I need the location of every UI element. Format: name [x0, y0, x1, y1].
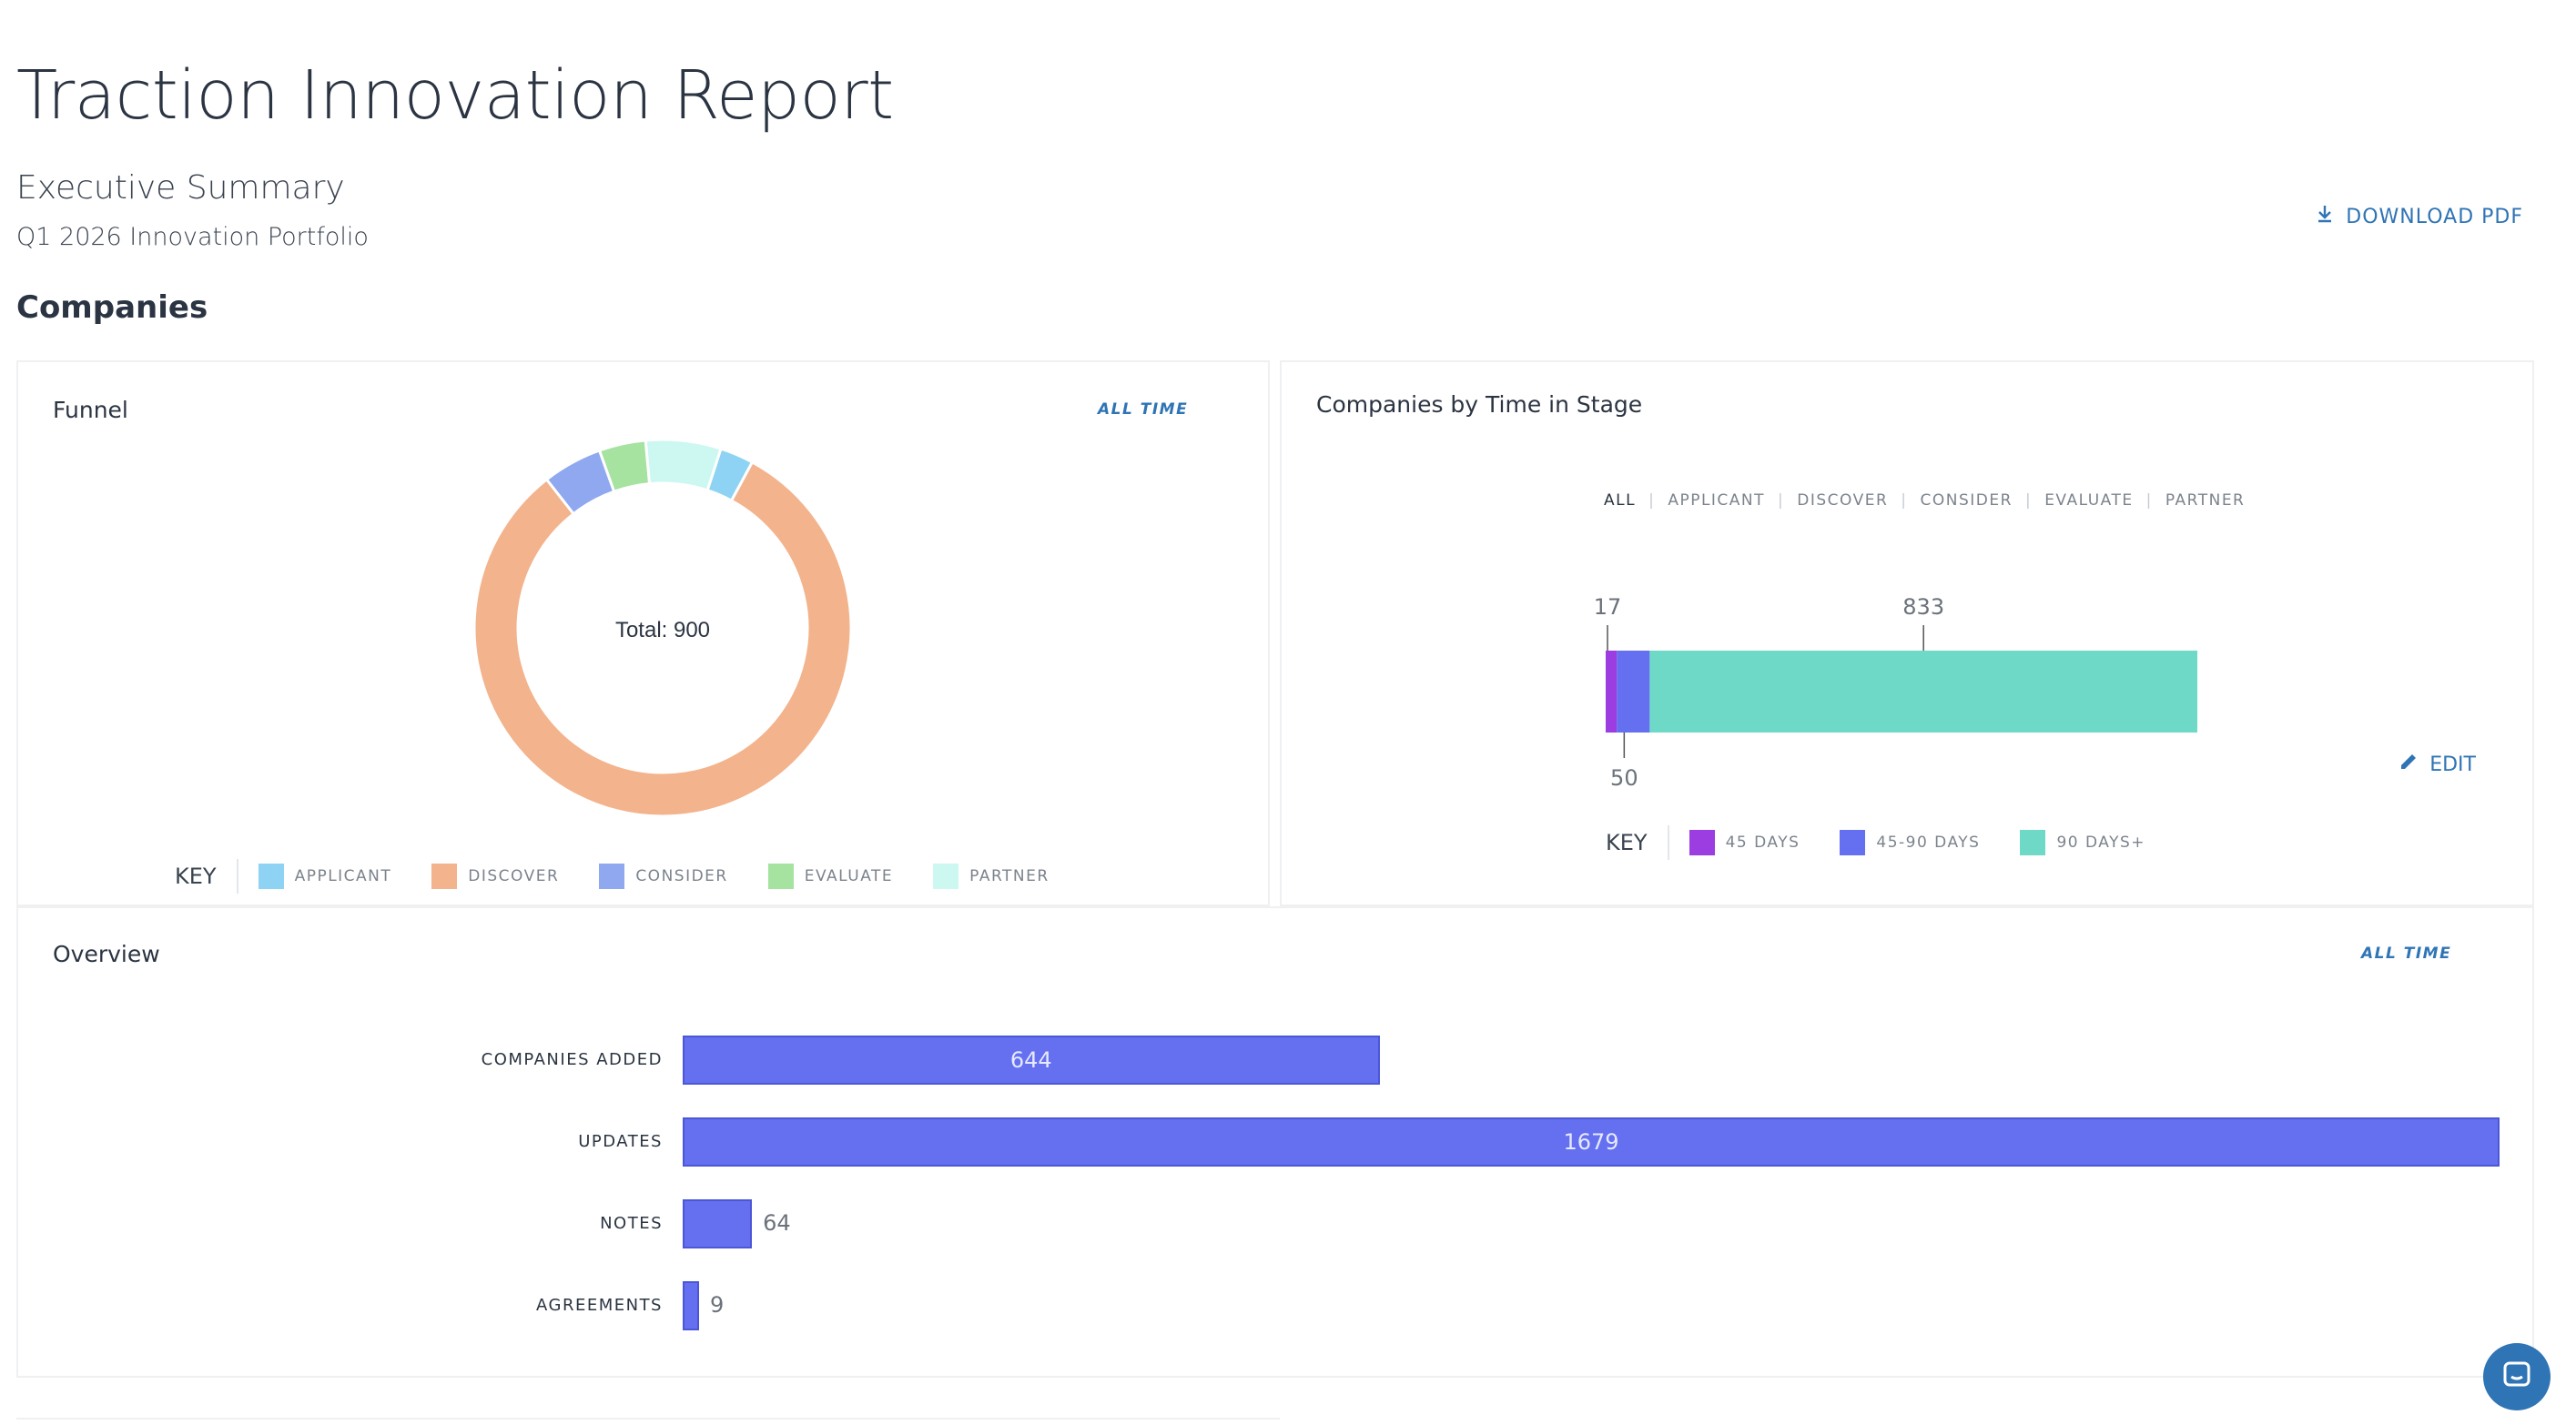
donut-slice-partner [644, 438, 723, 492]
legend-item-consider: CONSIDER [599, 864, 727, 889]
overview-title: Overview [53, 941, 160, 967]
overview-bar-value: 9 [710, 1292, 725, 1318]
legend-item-partner: PARTNER [933, 864, 1050, 889]
time-in-stage-chart: 17 50 833 [1594, 594, 2197, 791]
time-in-stage-legend: KEY 45 DAYS 45-90 DAYS 90 DAYS+ [1606, 825, 2186, 860]
filter-tab-partner[interactable]: PARTNER [2165, 491, 2246, 510]
chat-icon [2501, 1359, 2532, 1394]
funnel-donut-chart: Total: 900 [472, 438, 853, 818]
key-divider [236, 859, 238, 894]
filter-divider: | [1778, 491, 1785, 510]
edit-label: EDIT [2429, 753, 2476, 776]
legend-item-45-days: 45 DAYS [1689, 830, 1800, 855]
overview-bar-label: UPDATES [578, 1132, 663, 1151]
legend-item-90-days-plus: 90 DAYS+ [2020, 830, 2145, 855]
filter-tab-applicant[interactable]: APPLICANT [1668, 491, 1766, 510]
funnel-key-label: KEY [175, 864, 217, 889]
stage-bar-segment-3 [1649, 651, 2197, 733]
filter-divider: | [2145, 491, 2153, 510]
download-pdf-button[interactable]: DOWNLOAD PDF [2317, 205, 2523, 228]
key-divider [1667, 825, 1669, 860]
edit-button[interactable]: EDIT [2399, 752, 2476, 777]
donut-center-label: Total: 900 [615, 618, 710, 642]
report-subtitle: Executive Summary [16, 169, 345, 207]
pencil-icon [2399, 752, 2419, 777]
page-title: Traction Innovation Report [16, 56, 894, 135]
stage-key-label: KEY [1606, 830, 1648, 855]
donut-slice-discover [472, 460, 853, 818]
overview-bar-label: COMPANIES ADDED [481, 1050, 663, 1069]
funnel-panel: Funnel ALL TIME Total: 900 KEY APPLICANT… [16, 360, 1270, 906]
legend-item-evaluate: EVALUATE [767, 864, 893, 889]
overview-bar-label: AGREEMENTS [536, 1296, 663, 1315]
stage-bar-segment-1 [1606, 651, 1618, 733]
legend-item-applicant: APPLICANT [258, 864, 392, 889]
filter-divider: | [1901, 491, 1908, 510]
legend-item-45-90-days: 45-90 DAYS [1840, 830, 1980, 855]
filter-tab-discover[interactable]: DISCOVER [1797, 491, 1889, 510]
next-panel-edge [16, 1418, 1280, 1420]
download-icon [2317, 205, 2333, 228]
funnel-title: Funnel [53, 397, 128, 423]
stage-value-label: 833 [1902, 594, 1944, 620]
time-in-stage-panel: Companies by Time in Stage EDIT [1280, 360, 2534, 906]
filter-tab-all[interactable]: ALL [1604, 491, 1637, 510]
overview-bar: 1679 [683, 1117, 2500, 1167]
time-in-stage-title: Companies by Time in Stage [1316, 391, 1643, 418]
overview-bar-label: NOTES [600, 1214, 663, 1233]
download-pdf-label: DOWNLOAD PDF [2346, 205, 2523, 228]
funnel-range-button[interactable]: ALL TIME [1098, 400, 1189, 419]
overview-bar [683, 1281, 699, 1330]
report-period: Q1 2026 Innovation Portfolio [16, 223, 369, 251]
overview-range-button[interactable]: ALL TIME [2361, 945, 2452, 963]
stage-value-label: 17 [1594, 594, 1622, 620]
chat-launcher-button[interactable] [2483, 1343, 2551, 1410]
stage-value-label: 50 [1610, 765, 1638, 791]
filter-divider: | [2024, 491, 2033, 510]
overview-bar [683, 1199, 753, 1248]
stage-bar-segment-2 [1617, 651, 1650, 733]
filter-tab-evaluate[interactable]: EVALUATE [2044, 491, 2134, 510]
section-title: Companies [16, 289, 208, 326]
stage-filter-tabs: ALL | APPLICANT | DISCOVER | CONSIDER | … [1604, 491, 2245, 510]
overview-bar: 644 [683, 1036, 1380, 1085]
filter-tab-consider[interactable]: CONSIDER [1920, 491, 2013, 510]
legend-item-discover: DISCOVER [431, 864, 559, 889]
funnel-legend: KEY APPLICANT DISCOVER CONSIDER EVALUATE… [175, 859, 1090, 894]
filter-divider: | [1648, 491, 1656, 510]
overview-bar-value: 64 [763, 1210, 791, 1236]
